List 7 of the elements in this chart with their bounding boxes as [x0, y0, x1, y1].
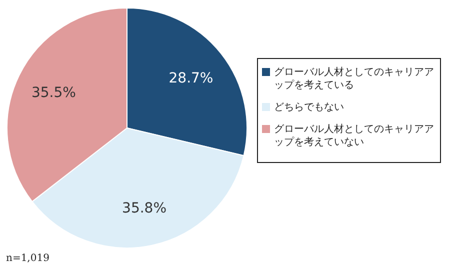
legend-label: どちらでもない: [274, 101, 344, 114]
legend-label: グローバル人材としてのキャリアアップを考えている: [274, 66, 435, 92]
data-label: 35.8%: [122, 200, 167, 217]
data-label: 28.7%: [168, 70, 214, 86]
text: n=1,019: [6, 253, 50, 264]
legend-label: グローバル人材としてのキャリアアップを考えていない: [274, 123, 435, 149]
data-label: 35.5%: [31, 85, 76, 102]
